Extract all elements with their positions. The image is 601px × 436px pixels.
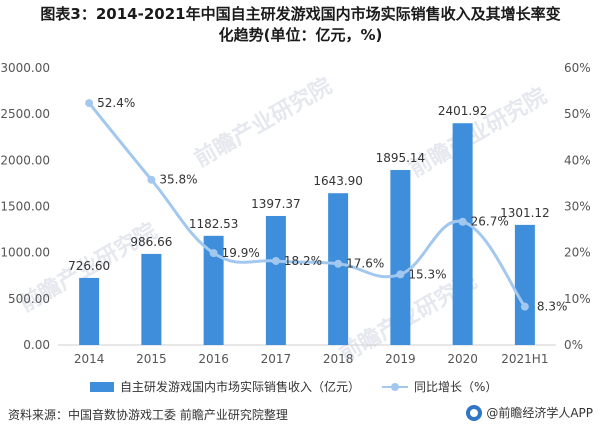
chart-title-line2: 化趋势(单位：亿元，%) [218,26,383,44]
bar [79,277,100,345]
bar [452,123,473,345]
growth-value-label: 35.8% [159,173,197,187]
growth-point [458,217,467,226]
brand-label: @前瞻经济学人APP [486,406,593,420]
growth-value-label: 8.3% [537,300,568,314]
source-note: 资料来源：中国音数协游戏工委 前瞻产业研究院整理 [8,408,288,422]
growth-point [271,256,280,265]
chart-canvas: 0.00 500.00 1000.00 1500.00 2000.00 2500.00 30… [0,61,591,366]
x-tick-label: 2015 [136,352,167,366]
y-tick-label: 2500.00 [0,107,50,121]
growth-value-label: 15.3% [408,267,446,281]
bar-value-label: 726.60 [68,259,110,273]
growth-point [209,249,218,258]
legend-item-bar: 自主研发游戏国内市场实际销售收入（亿元） [90,378,360,395]
growth-point [334,259,343,268]
bar-value-label: 1182.53 [189,217,239,231]
y-tick-label: 3000.00 [0,61,50,75]
growth-value-label: 19.9% [222,246,260,260]
bar-value-label: 986.66 [130,235,172,249]
y2-tick-label: 20% [564,246,591,260]
legend-bar-swatch [90,381,114,392]
chart-title-line1: 图表3：2014-2021年中国自主研发游戏国内市场实际销售收入及其增长率变 [40,5,561,23]
bar-value-label: 1643.90 [313,174,363,188]
legend-line-swatch [382,380,408,394]
bar [390,170,411,345]
y2-tick-label: 0% [564,338,583,352]
x-tick-label: 2019 [385,352,416,366]
x-tick-label: 2014 [74,352,105,366]
y2-tick-label: 40% [564,153,591,167]
growth-value-label: 17.6% [346,257,384,271]
x-tick-label: 2021H1 [501,352,548,366]
bar [328,193,349,345]
growth-point [396,270,405,279]
y2-tick-label: 10% [564,292,591,306]
growth-point [520,302,529,311]
chart-legend: 自主研发游戏国内市场实际销售收入（亿元） 同比增长（%） [90,378,550,396]
y-tick-label: 2000.00 [0,153,50,167]
y-tick-label: 500.00 [8,292,50,306]
bar-value-label: 1895.14 [376,151,426,165]
bar-value-label: 2401.92 [438,104,488,118]
x-tick-label: 2018 [323,352,354,366]
legend-bar-label: 自主研发游戏国内市场实际销售收入（亿元） [120,380,361,394]
brand-credit: @前瞻经济学人APP [466,404,593,421]
growth-point [85,99,94,108]
y-tick-label: 1500.00 [0,200,50,214]
legend-item-line: 同比增长（%） [382,378,497,395]
y2-tick-label: 50% [564,107,591,121]
y-tick-label: 0.00 [23,338,50,352]
bar-value-label: 1397.37 [251,197,301,211]
bar [265,215,286,345]
brand-logo-icon [466,404,483,421]
x-tick-label: 2017 [261,352,292,366]
bar [203,235,224,345]
x-tick-label: 2020 [447,352,478,366]
bar [141,253,162,345]
y2-tick-label: 30% [564,200,591,214]
chart-title: 图表3：2014-2021年中国自主研发游戏国内市场实际销售收入及其增长率变 化… [0,4,601,46]
growth-value-label: 26.7% [471,215,509,229]
x-tick-label: 2016 [198,352,229,366]
y2-tick-label: 60% [564,61,591,75]
y-tick-label: 1000.00 [0,246,50,260]
legend-line-label: 同比增长（%） [414,380,498,394]
growth-point [147,175,156,184]
bar-value-label: 1301.12 [500,206,550,220]
growth-value-label: 18.2% [284,254,322,268]
growth-value-label: 52.4% [97,96,135,110]
bar [514,224,535,345]
